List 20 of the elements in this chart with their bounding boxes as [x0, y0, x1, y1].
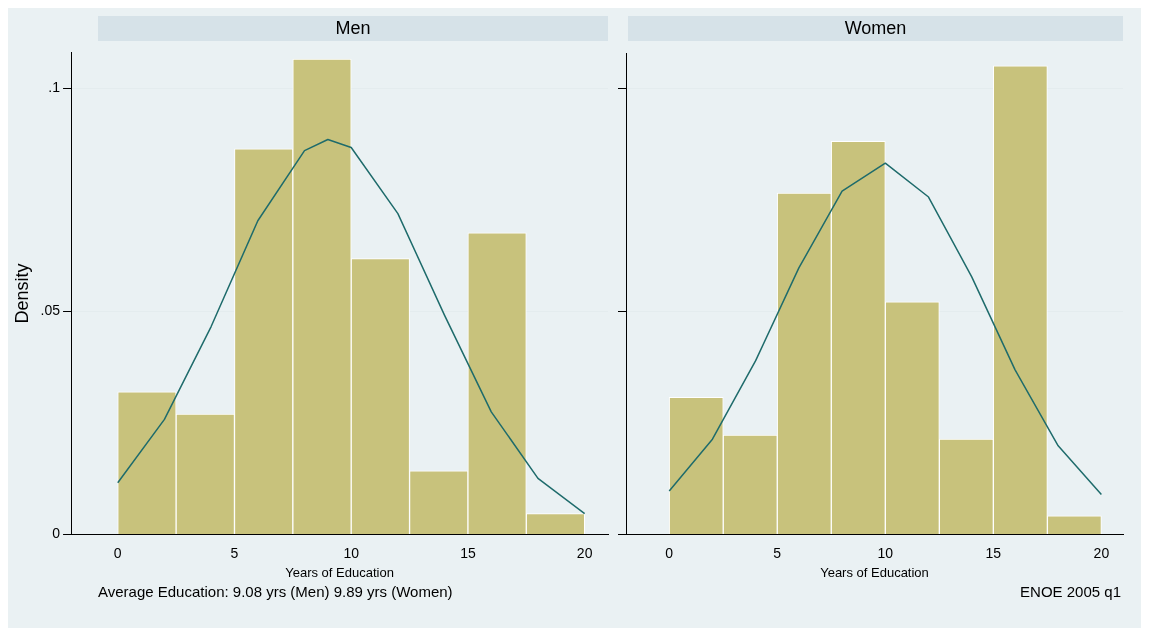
x-axis-title: Years of Education	[285, 564, 394, 580]
x-tick-label: 10	[877, 544, 894, 561]
chart-title: Men	[98, 16, 608, 41]
x-tick-label: 15	[985, 544, 1002, 561]
x-tick-label: 5	[773, 544, 782, 561]
x-tick-label: 0	[113, 544, 122, 561]
y-tick-label: .05	[40, 302, 61, 319]
y-axis-title: Density	[11, 263, 32, 324]
y-tick-label: .1	[48, 78, 61, 95]
y-tick-label: 0	[52, 525, 61, 542]
x-tick-label: 0	[665, 544, 674, 561]
text: ENOE 2005 q1	[1020, 583, 1121, 600]
chart-title: Women	[628, 16, 1123, 41]
text: Average Education: 9.08 yrs (Men) 9.89 yrs (Women)	[98, 583, 453, 600]
x-axis-title: Years of Education	[820, 564, 929, 580]
x-tick-label: 15	[460, 544, 476, 561]
x-tick-label: 20	[1093, 544, 1110, 561]
x-tick-label: 10	[343, 544, 360, 561]
x-tick-label: 20	[576, 544, 593, 561]
x-tick-label: 5	[230, 544, 239, 561]
